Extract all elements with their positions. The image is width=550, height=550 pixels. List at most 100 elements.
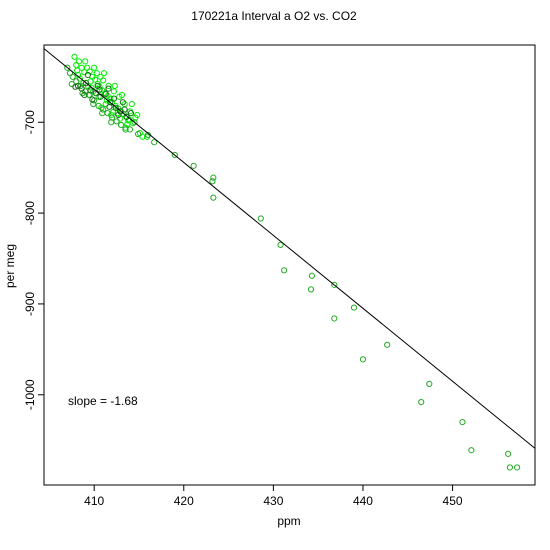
- data-point: [108, 114, 116, 121]
- data-point: [112, 104, 119, 111]
- data-point: [83, 80, 90, 87]
- data-point: [331, 281, 338, 288]
- data-point: [94, 82, 101, 89]
- y-tick-label: -800: [23, 201, 37, 225]
- data-point: [139, 133, 146, 140]
- data-point: [151, 139, 158, 146]
- data-point: [506, 464, 514, 471]
- data-point: [119, 99, 126, 106]
- data-point: [110, 95, 117, 102]
- data-point: [105, 85, 112, 92]
- data-point: [99, 110, 106, 117]
- data-point: [277, 241, 284, 248]
- data-point: [307, 286, 315, 293]
- data-point: [513, 464, 521, 471]
- plot-frame: [43, 44, 536, 486]
- data-point: [68, 80, 75, 88]
- data-point: [190, 162, 197, 169]
- data-point: [505, 450, 512, 457]
- data-point: [93, 70, 100, 77]
- data-point: [74, 71, 82, 79]
- x-axis: 410 420 430 440 450: [84, 485, 463, 508]
- y-tick-label: -1000: [23, 379, 37, 410]
- x-axis-label: ppm: [277, 514, 300, 528]
- data-point: [209, 178, 216, 185]
- data-point: [257, 215, 264, 222]
- slope-annotation: slope = -1.68: [68, 394, 138, 408]
- data-point: [73, 61, 80, 69]
- data-point: [103, 97, 110, 104]
- data-point: [126, 126, 134, 133]
- data-point: [100, 106, 107, 113]
- x-tick-label: 410: [84, 494, 104, 508]
- data-point: [83, 64, 91, 71]
- x-tick-label: 430: [263, 494, 283, 508]
- data-point: [107, 99, 114, 106]
- data-point: [108, 111, 115, 119]
- data-point: [71, 53, 78, 60]
- data-point: [88, 84, 95, 91]
- x-tick-label: 420: [174, 494, 194, 508]
- data-point: [84, 71, 92, 79]
- chart-title: 170221a Interval a O2 vs. CO2: [191, 9, 357, 23]
- y-axis-label: per meg: [3, 244, 17, 288]
- data-point: [105, 82, 112, 89]
- data-point: [82, 58, 89, 65]
- data-point: [134, 111, 141, 119]
- data-point: [131, 119, 138, 126]
- data-point: [79, 90, 86, 97]
- data-point: [113, 118, 120, 125]
- data-point: [468, 447, 475, 454]
- data-point: [171, 151, 178, 159]
- data-point: [459, 418, 466, 426]
- data-point: [69, 73, 76, 80]
- data-point: [118, 91, 126, 99]
- data-point: [123, 113, 130, 120]
- data-point: [96, 86, 103, 93]
- data-point: [350, 304, 358, 311]
- data-point: [418, 398, 425, 406]
- data-point: [426, 380, 433, 387]
- data-point: [210, 194, 217, 201]
- data-point: [122, 126, 129, 133]
- data-point: [110, 88, 117, 95]
- data-point: [86, 68, 93, 75]
- data-point: [127, 110, 135, 117]
- data-point: [64, 64, 71, 71]
- data-point: [95, 102, 102, 109]
- data-point: [89, 96, 96, 103]
- data-point: [124, 120, 131, 128]
- data-point: [117, 121, 125, 129]
- data-point: [384, 341, 391, 348]
- data-point: [128, 100, 135, 108]
- fit-line: [43, 48, 536, 449]
- data-point: [121, 106, 128, 113]
- data-point: [102, 90, 109, 98]
- data-point: [359, 356, 367, 363]
- data-point: [72, 83, 79, 90]
- data-point: [134, 130, 142, 138]
- y-axis: -700 -800 -900 -1000: [23, 110, 44, 410]
- y-tick-label: -700: [23, 110, 37, 134]
- data-point: [81, 91, 88, 99]
- data-point: [78, 85, 85, 92]
- data-point: [331, 315, 338, 322]
- data-point: [75, 58, 83, 65]
- data-point: [281, 267, 288, 274]
- data-point: [87, 87, 94, 94]
- data-point: [308, 272, 315, 279]
- data-points: [64, 53, 521, 471]
- data-point: [74, 67, 81, 74]
- data-point: [106, 103, 113, 110]
- data-point: [111, 82, 118, 89]
- y-tick-label: -900: [23, 292, 37, 316]
- data-point: [90, 100, 97, 108]
- data-point: [210, 174, 217, 181]
- x-tick-label: 440: [353, 494, 373, 508]
- data-point: [91, 64, 98, 71]
- x-tick-label: 450: [443, 494, 463, 508]
- data-point: [107, 95, 114, 102]
- data-point: [100, 77, 107, 84]
- data-point: [108, 119, 115, 126]
